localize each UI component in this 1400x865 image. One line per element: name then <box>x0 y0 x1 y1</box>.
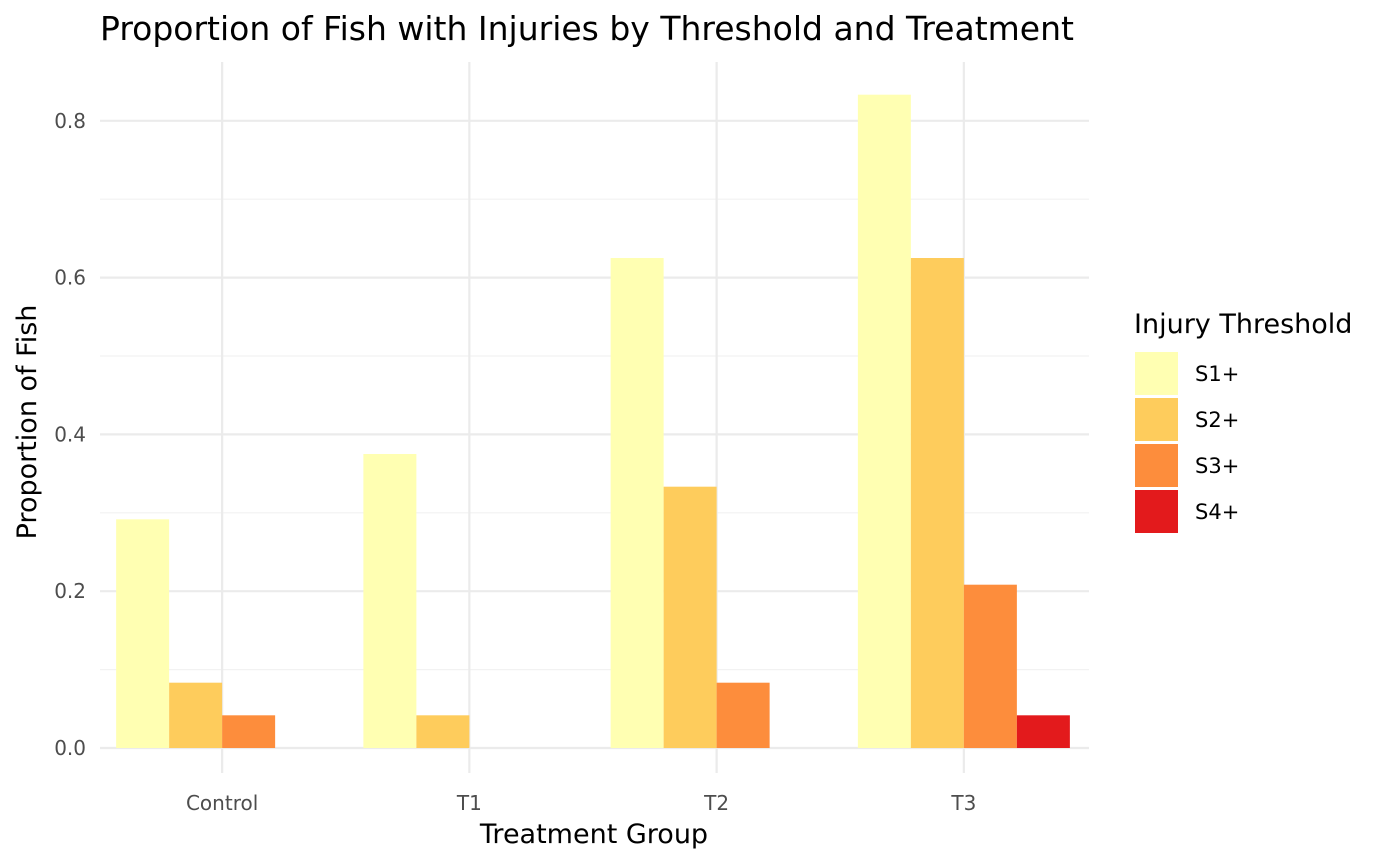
legend-label: S4+ <box>1195 500 1239 524</box>
x-tick-label: Control <box>186 791 258 815</box>
y-axis-title: Proportion of Fish <box>12 305 43 540</box>
bar-t1-s2plus <box>416 715 470 748</box>
legend-key-s2plus <box>1135 398 1178 441</box>
bar-t2-s2plus <box>663 486 717 748</box>
y-tick-label: 0.6 <box>54 266 86 290</box>
legend-key-s3plus <box>1135 444 1178 487</box>
y-tick-label: 0.4 <box>54 422 86 446</box>
bar-t3-s1plus <box>857 94 911 748</box>
legend-label: S3+ <box>1195 454 1239 478</box>
bar-control-s2plus <box>169 682 223 748</box>
bar-control-s3plus <box>222 715 276 748</box>
legend-title: Injury Threshold <box>1134 309 1352 340</box>
y-tick-label: 0.8 <box>54 109 86 133</box>
x-tick-label: T3 <box>950 791 976 815</box>
x-tick-label: T1 <box>456 791 482 815</box>
bars <box>116 94 1070 748</box>
x-axis-ticks: Control T1 T2 T3 <box>186 791 976 815</box>
y-tick-label: 0.0 <box>54 736 86 760</box>
legend-key-s1plus <box>1135 352 1178 395</box>
legend: Injury Threshold S1+ S2+ S3+ S4+ <box>1134 309 1352 533</box>
bar-t3-s3plus <box>963 584 1017 748</box>
x-tick-label: T2 <box>703 791 729 815</box>
bar-t3-s2plus <box>910 258 964 748</box>
bar-t2-s3plus <box>716 682 770 748</box>
x-axis-title: Treatment Group <box>479 819 708 850</box>
legend-label: S2+ <box>1195 408 1239 432</box>
y-tick-label: 0.2 <box>54 579 86 603</box>
legend-key-s4plus <box>1135 490 1178 533</box>
chart-title: Proportion of Fish with Injuries by Thre… <box>100 9 1074 48</box>
legend-label: S1+ <box>1195 362 1239 386</box>
bar-t2-s1plus <box>610 258 664 748</box>
bar-control-s1plus <box>116 519 170 748</box>
y-axis-ticks: 0.0 0.2 0.4 0.6 0.8 <box>54 109 86 760</box>
bar-t1-s1plus <box>363 454 417 748</box>
bar-t3-s4plus <box>1016 715 1070 748</box>
